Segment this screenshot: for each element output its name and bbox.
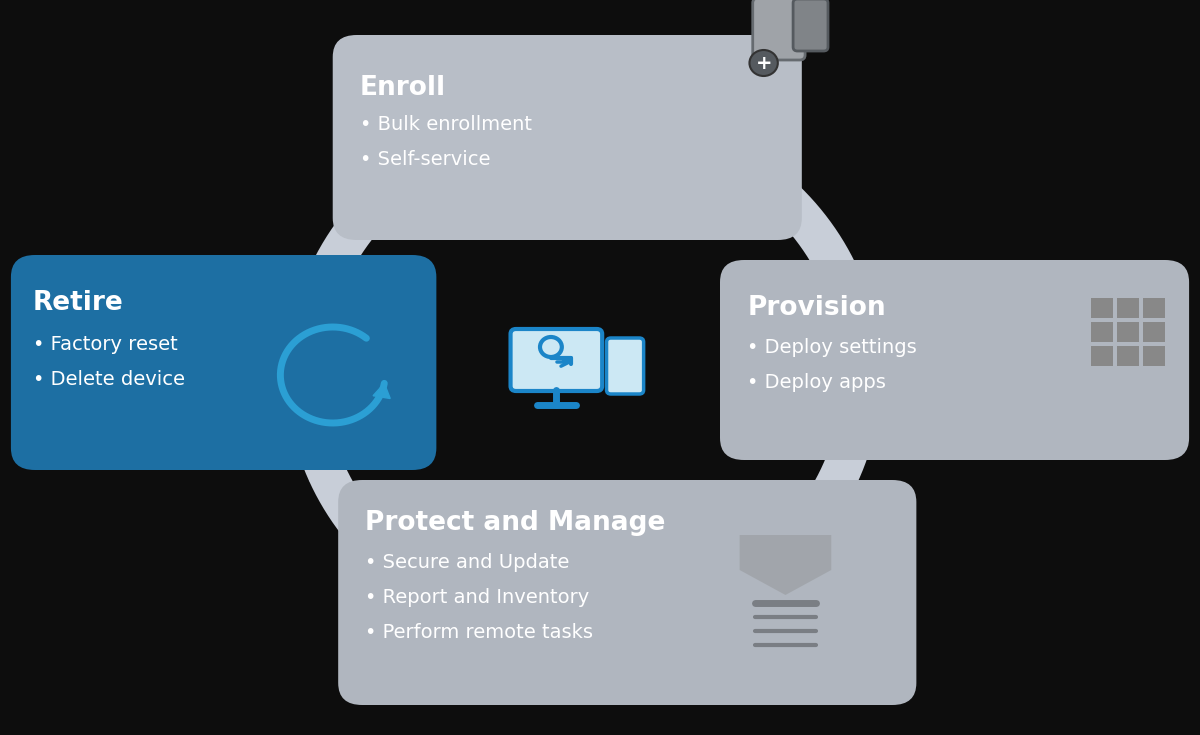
Bar (1117, 298, 1139, 318)
Bar (1144, 322, 1165, 342)
Text: • Report and Inventory: • Report and Inventory (366, 588, 589, 607)
Circle shape (750, 50, 778, 76)
Polygon shape (838, 309, 872, 340)
Polygon shape (623, 608, 655, 639)
Polygon shape (310, 450, 343, 481)
Text: Retire: Retire (32, 290, 124, 316)
Text: +: + (755, 54, 772, 73)
Text: • Perform remote tasks: • Perform remote tasks (366, 623, 594, 642)
Text: • Factory reset: • Factory reset (32, 335, 178, 354)
Polygon shape (739, 535, 832, 595)
FancyBboxPatch shape (510, 329, 602, 391)
Text: Protect and Manage: Protect and Manage (366, 510, 666, 536)
Text: • Self-service: • Self-service (360, 150, 491, 169)
Bar (1091, 346, 1112, 366)
Bar (1144, 346, 1165, 366)
Polygon shape (373, 384, 390, 398)
Bar (1091, 322, 1112, 342)
Text: • Secure and Update: • Secure and Update (366, 553, 570, 572)
FancyBboxPatch shape (338, 480, 917, 705)
Text: • Deploy apps: • Deploy apps (748, 373, 886, 392)
Bar (1144, 298, 1165, 318)
Text: • Deploy settings: • Deploy settings (748, 338, 917, 357)
Bar (1117, 322, 1139, 342)
FancyBboxPatch shape (752, 0, 805, 60)
Polygon shape (503, 113, 535, 145)
FancyBboxPatch shape (720, 260, 1189, 460)
FancyBboxPatch shape (11, 255, 437, 470)
FancyBboxPatch shape (793, 0, 828, 51)
FancyBboxPatch shape (332, 35, 802, 240)
Bar (1091, 298, 1112, 318)
Text: Enroll: Enroll (360, 75, 446, 101)
Bar (1117, 346, 1139, 366)
Text: • Bulk enrollment: • Bulk enrollment (360, 115, 532, 134)
Text: Provision: Provision (748, 295, 886, 321)
Text: • Delete device: • Delete device (32, 370, 185, 389)
FancyBboxPatch shape (606, 338, 643, 394)
